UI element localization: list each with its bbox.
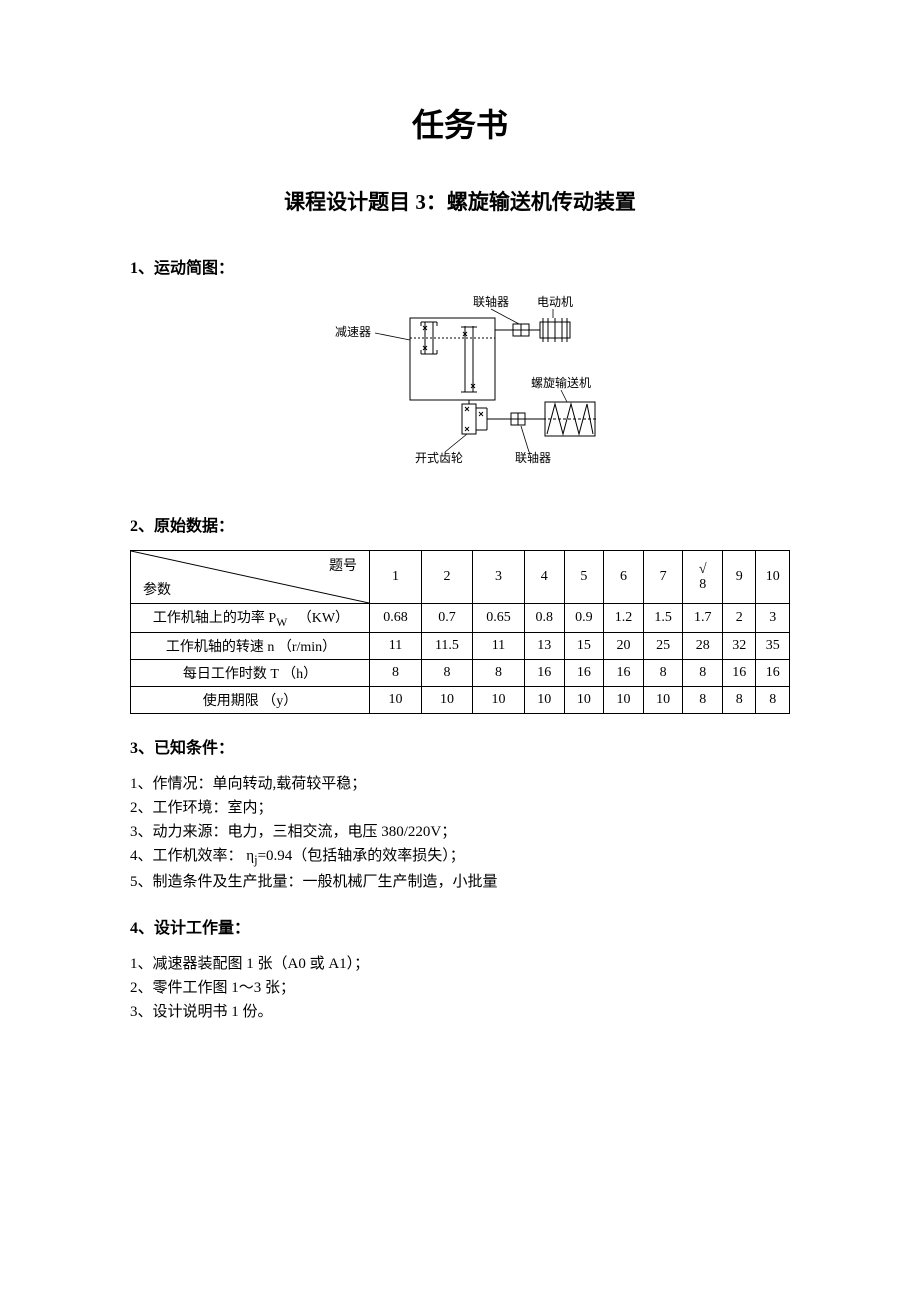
table-cell: 16: [604, 659, 644, 686]
list-item: 3、设计说明书 1 份。: [130, 1000, 790, 1024]
label-reducer: 减速器: [335, 325, 371, 339]
table-row: 工作机轴的转速 n （r/min） 11 11.5 11 13 15 20 25…: [131, 632, 790, 659]
table-cell: 16: [524, 659, 564, 686]
col-8-num: 8: [699, 577, 706, 592]
document-subtitle: 课程设计题目 3：螺旋输送机传动装置: [130, 186, 790, 216]
page-container: 任务书 课程设计题目 3：螺旋输送机传动装置 1、运动简图：: [0, 0, 920, 1142]
table-header-diag-cell: 题号 参数: [131, 551, 370, 604]
section-1-head: 1、运动简图：: [130, 254, 790, 278]
list-item: 2、工作环境：室内；: [130, 796, 790, 820]
row-label: 每日工作时数 T （h）: [131, 659, 370, 686]
table-cell: 0.65: [472, 604, 524, 633]
table-cell: 3: [756, 604, 790, 633]
col-7: 7: [643, 551, 683, 604]
list-item: 5、制造条件及生产批量：一般机械厂生产制造，小批量: [130, 870, 790, 894]
table-cell: 8: [472, 659, 524, 686]
table-cell: 0.9: [564, 604, 604, 633]
table-cell: 25: [643, 632, 683, 659]
table-cell: 13: [524, 632, 564, 659]
table-cell: 16: [564, 659, 604, 686]
table-cell: 8: [683, 686, 723, 713]
table-cell: 1.7: [683, 604, 723, 633]
list-item: 1、减速器装配图 1 张（A0 或 A1）；: [130, 952, 790, 976]
label-coupling2: 联轴器: [515, 450, 551, 465]
col-9: 9: [723, 551, 756, 604]
table-cell: 10: [472, 686, 524, 713]
label-open-gear: 开式齿轮: [415, 451, 463, 465]
table-cell: 16: [756, 659, 790, 686]
table-cell: 11: [370, 632, 422, 659]
table-row: 每日工作时数 T （h） 8 8 8 16 16 16 8 8 16 16: [131, 659, 790, 686]
col-1: 1: [370, 551, 422, 604]
table-cell: 8: [756, 686, 790, 713]
table-cell: 20: [604, 632, 644, 659]
table-cell: 11.5: [421, 632, 472, 659]
table-cell: 15: [564, 632, 604, 659]
diagram-svg: 联轴器 电动机 减速器 螺旋输送机 开式齿轮 联轴器: [315, 292, 605, 477]
table-cell: 2: [723, 604, 756, 633]
table-cell: 28: [683, 632, 723, 659]
row-label: 工作机轴上的功率 PW （KW）: [131, 604, 370, 633]
list-item: 2、零件工作图 1～3 张；: [130, 976, 790, 1000]
table-cell: 32: [723, 632, 756, 659]
col-10: 10: [756, 551, 790, 604]
section-3-head: 3、已知条件：: [130, 734, 790, 758]
table-cell: 8: [370, 659, 422, 686]
conditions-list: 1、作情况：单向转动,载荷较平稳； 2、工作环境：室内； 3、动力来源：电力，三…: [130, 772, 790, 894]
list-item: 3、动力来源：电力，三相交流，电压 380/220V；: [130, 820, 790, 844]
col-8: √8: [683, 551, 723, 604]
table-row: 使用期限 （y） 10 10 10 10 10 10 10 8 8 8: [131, 686, 790, 713]
table-cell: 10: [421, 686, 472, 713]
table-cell: 1.2: [604, 604, 644, 633]
label-motor: 电动机: [537, 295, 573, 309]
label-coupling1: 联轴器: [473, 294, 509, 309]
section-2-head: 2、原始数据：: [130, 512, 790, 536]
col-4: 4: [524, 551, 564, 604]
table-cell: 35: [756, 632, 790, 659]
table-cell: 8: [683, 659, 723, 686]
row-label: 工作机轴的转速 n （r/min）: [131, 632, 370, 659]
header-diag-top: 题号: [329, 555, 357, 575]
kinematic-diagram: 联轴器 电动机 减速器 螺旋输送机 开式齿轮 联轴器: [130, 292, 790, 482]
list-item: 4、工作机效率： ηj=0.94（包括轴承的效率损失）；: [130, 844, 790, 870]
row-label: 使用期限 （y）: [131, 686, 370, 713]
table-cell: 8: [723, 686, 756, 713]
table-row: 工作机轴上的功率 PW （KW） 0.68 0.7 0.65 0.8 0.9 1…: [131, 604, 790, 633]
table-cell: 0.8: [524, 604, 564, 633]
table-cell: 10: [643, 686, 683, 713]
col-2: 2: [421, 551, 472, 604]
col-8-check: √: [699, 562, 707, 577]
label-screw: 螺旋输送机: [531, 375, 591, 390]
table-cell: 10: [604, 686, 644, 713]
table-cell: 11: [472, 632, 524, 659]
col-5: 5: [564, 551, 604, 604]
table-cell: 8: [421, 659, 472, 686]
table-cell: 16: [723, 659, 756, 686]
workload-list: 1、减速器装配图 1 张（A0 或 A1）； 2、零件工作图 1～3 张； 3、…: [130, 952, 790, 1024]
header-diag-bot: 参数: [143, 579, 171, 599]
document-title: 任务书: [130, 100, 790, 146]
col-3: 3: [472, 551, 524, 604]
section-4-head: 4、设计工作量：: [130, 914, 790, 938]
col-6: 6: [604, 551, 644, 604]
table-cell: 8: [643, 659, 683, 686]
table-cell: 10: [524, 686, 564, 713]
table-cell: 1.5: [643, 604, 683, 633]
list-item: 1、作情况：单向转动,载荷较平稳；: [130, 772, 790, 796]
table-cell: 0.68: [370, 604, 422, 633]
data-table: 题号 参数 1 2 3 4 5 6 7 √8 9 10 工作机轴上的功率 PW …: [130, 550, 790, 714]
table-cell: 0.7: [421, 604, 472, 633]
table-cell: 10: [564, 686, 604, 713]
table-header-row: 题号 参数 1 2 3 4 5 6 7 √8 9 10: [131, 551, 790, 604]
table-cell: 10: [370, 686, 422, 713]
